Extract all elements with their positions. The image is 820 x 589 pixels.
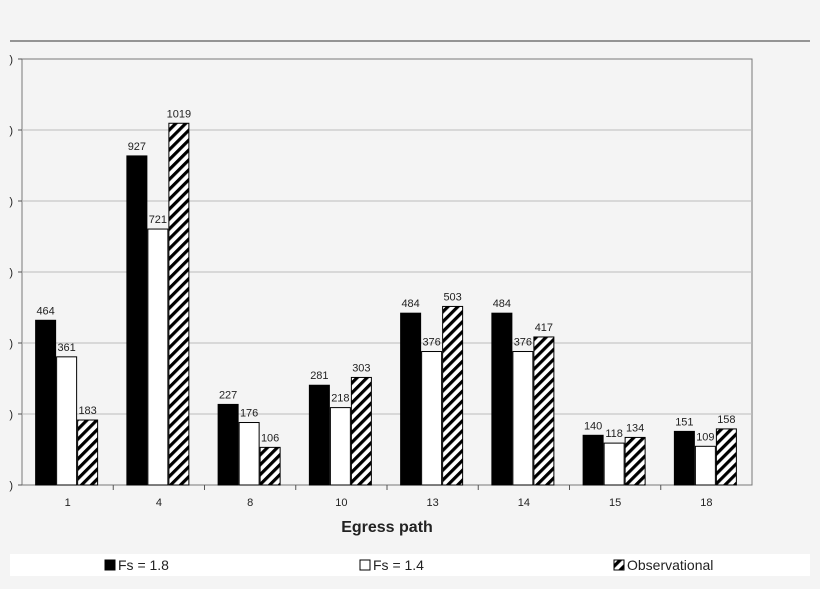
- data-label: 106: [261, 432, 279, 444]
- x-axis-ticks: 1 4 8 10 13 14 15 18: [65, 485, 713, 509]
- bar-2-cat-18: [694, 445, 716, 486]
- x-tick-label: 4: [156, 497, 162, 509]
- y-tick-label: ): [9, 338, 13, 350]
- data-label: 158: [717, 414, 735, 426]
- data-label: 183: [78, 405, 96, 417]
- bar-1-cat-4: [126, 155, 148, 486]
- legend-swatch-fs14: [359, 559, 371, 571]
- y-tick-label: ): [9, 480, 13, 492]
- data-label: 721: [149, 214, 167, 226]
- x-tick-label: 8: [247, 497, 253, 509]
- bar-1-cat-13: [400, 312, 422, 486]
- data-label: 134: [626, 422, 644, 434]
- bar-2-cat-14: [512, 351, 534, 486]
- bar-1-cat-18: [673, 430, 695, 486]
- bar-1-cat-1: [35, 319, 57, 486]
- bar-2-cat-10: [329, 407, 351, 486]
- data-label: 361: [57, 342, 75, 354]
- y-tick-label: ): [9, 196, 13, 208]
- data-label: 151: [675, 416, 693, 428]
- data-label: 218: [331, 393, 349, 405]
- bar-3-cat-14: [533, 336, 555, 486]
- data-label: 484: [493, 298, 511, 310]
- bar-2-cat-15: [603, 442, 625, 486]
- bar-3-cat-15: [624, 436, 646, 486]
- y-tick-label: ): [9, 409, 13, 421]
- x-axis-title: Egress path: [341, 519, 433, 536]
- legend-item-fs14: Fs = 1.4: [359, 557, 424, 573]
- x-tick-label: 10: [335, 497, 347, 509]
- legend-label-observational: Observational: [627, 557, 713, 573]
- data-label: 1019: [167, 108, 191, 120]
- legend-label-fs18: Fs = 1.8: [118, 557, 169, 573]
- data-label: 417: [535, 322, 553, 334]
- bar-1-cat-10: [308, 384, 330, 486]
- data-label: 376: [422, 337, 440, 349]
- data-label: 484: [401, 298, 419, 310]
- bar-2-cat-8: [238, 422, 260, 486]
- y-axis-ticks: ))))))): [9, 54, 22, 492]
- bar-3-cat-4: [168, 122, 190, 486]
- legend-swatch-fs18: [104, 559, 116, 571]
- y-tick-label: ): [9, 54, 13, 66]
- y-tick-label: ): [9, 125, 13, 137]
- legend-item-observational: Observational: [613, 557, 713, 573]
- bar-1-cat-15: [582, 434, 604, 486]
- bar-1-cat-14: [491, 312, 513, 486]
- y-tick-label: ): [9, 267, 13, 279]
- data-label: 464: [36, 305, 54, 317]
- bar-2-cat-4: [147, 228, 169, 486]
- legend: Fs = 1.8 Fs = 1.4 Observational: [104, 557, 713, 573]
- bar-1-cat-8: [217, 403, 239, 486]
- data-label: 176: [240, 408, 258, 420]
- x-tick-label: 18: [700, 497, 712, 509]
- x-tick-label: 1: [65, 497, 71, 509]
- legend-label-fs14: Fs = 1.4: [373, 557, 424, 573]
- data-label: 281: [310, 370, 328, 382]
- bar-3-cat-1: [77, 419, 99, 486]
- bar-3-cat-13: [442, 305, 464, 486]
- data-label: 118: [605, 428, 623, 440]
- data-label: 303: [352, 362, 370, 374]
- data-label: 503: [443, 291, 461, 303]
- bar-3-cat-18: [715, 428, 737, 486]
- bar-2-cat-13: [421, 351, 443, 486]
- data-label: 227: [219, 389, 237, 401]
- legend-item-fs18: Fs = 1.8: [104, 557, 169, 573]
- bar-3-cat-8: [259, 446, 281, 486]
- legend-box: [10, 554, 810, 576]
- data-label: 109: [696, 431, 714, 443]
- legend-swatch-observational: [613, 559, 625, 571]
- bar-2-cat-1: [56, 356, 78, 486]
- data-label: 927: [128, 141, 146, 153]
- data-label: 140: [584, 420, 602, 432]
- bars: [35, 122, 737, 486]
- bar-3-cat-10: [350, 376, 372, 486]
- x-tick-label: 15: [609, 497, 621, 509]
- x-tick-label: 14: [518, 497, 530, 509]
- data-label: 376: [514, 337, 532, 349]
- x-tick-label: 13: [427, 497, 439, 509]
